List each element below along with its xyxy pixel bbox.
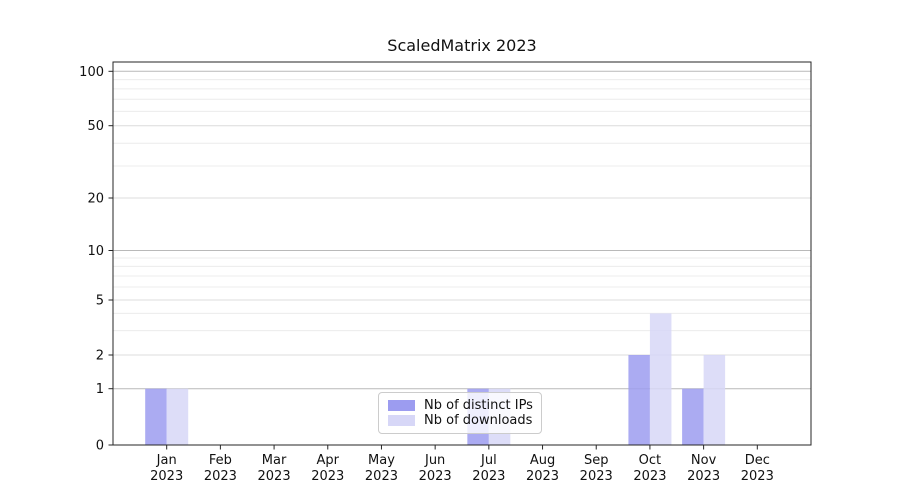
x-tick-label-year: 2023	[311, 469, 344, 484]
plot-frame	[112, 61, 812, 446]
x-tick-label-month: Feb	[209, 453, 232, 468]
x-tick-label-year: 2023	[258, 469, 291, 484]
x-tick-label-month: Jan	[156, 453, 177, 468]
x-tick-label-month: Mar	[262, 453, 287, 468]
x-tick-label-year: 2023	[365, 469, 398, 484]
x-tick-label-year: 2023	[150, 469, 183, 484]
x-tick-label-year: 2023	[741, 469, 774, 484]
y-tick-label: 20	[87, 192, 104, 207]
x-tick-label-month: Aug	[530, 453, 555, 468]
y-tick-label: 50	[87, 119, 104, 134]
y-tick-label: 2	[96, 349, 104, 364]
legend-item-distinct-ips: Nb of distinct IPs	[388, 398, 533, 413]
x-tick-label-year: 2023	[687, 469, 720, 484]
y-tick-label: 1	[96, 382, 104, 397]
bar-distinct-ips	[682, 388, 704, 445]
legend-item-downloads: Nb of downloads	[388, 414, 532, 427]
bar-downloads	[703, 355, 726, 445]
y-tick-label: 100	[79, 65, 104, 80]
bar-downloads	[166, 388, 189, 445]
bar-downloads	[649, 313, 672, 445]
y-tick-label: 10	[87, 244, 104, 259]
x-tick-label-month: Sep	[584, 453, 609, 468]
x-tick-label-month: Oct	[639, 453, 661, 468]
bar-distinct-ips	[145, 388, 167, 445]
x-tick-label-month: Nov	[691, 453, 717, 468]
x-tick-label-year: 2023	[472, 469, 505, 484]
legend-swatch-distinct-ips	[388, 400, 415, 411]
x-tick-label-year: 2023	[580, 469, 613, 484]
x-tick-label-year: 2023	[204, 469, 237, 484]
x-tick-label-month: Apr	[317, 453, 340, 468]
x-tick-label-year: 2023	[633, 469, 666, 484]
x-tick-label-year: 2023	[526, 469, 559, 484]
chart-title: ScaledMatrix 2023	[387, 36, 537, 55]
legend-label-distinct-ips: Nb of distinct IPs	[424, 398, 533, 413]
legend: Nb of distinct IPs Nb of downloads	[378, 392, 542, 434]
x-tick-label-month: Dec	[745, 453, 770, 468]
x-tick-label-month: May	[368, 453, 395, 468]
bar-distinct-ips	[628, 355, 650, 445]
y-tick-label: 0	[96, 439, 104, 454]
x-tick-label-year: 2023	[419, 469, 452, 484]
x-tick-label-month: Jul	[480, 453, 497, 468]
legend-label-downloads: Nb of downloads	[424, 413, 533, 428]
y-tick-label: 5	[96, 294, 104, 309]
legend-swatch-downloads	[388, 415, 415, 426]
x-tick-label-month: Jun	[424, 453, 445, 468]
